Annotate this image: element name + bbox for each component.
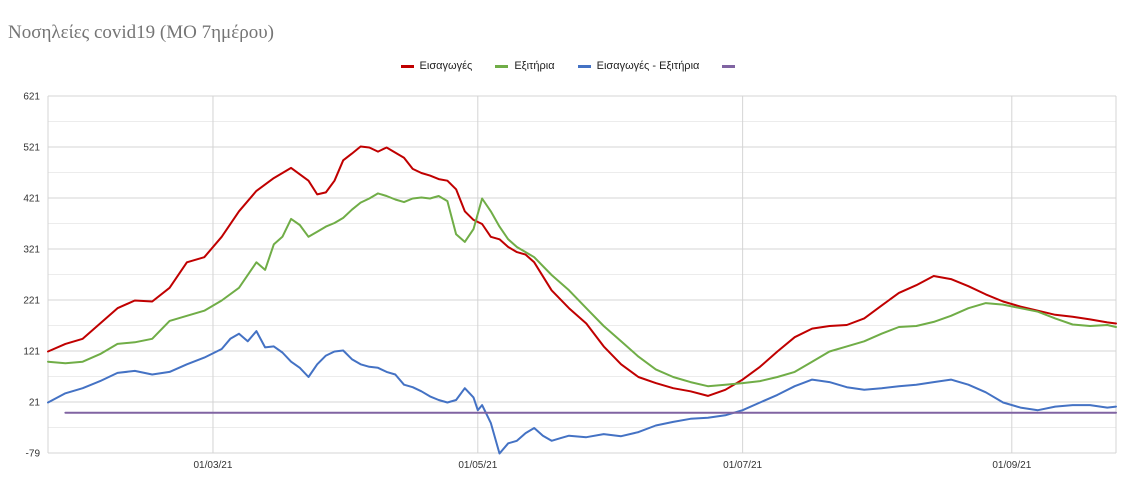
legend-item-admissions: Εισαγωγές bbox=[400, 60, 473, 73]
legend: Εισαγωγές Εξιτήρια Εισαγωγές - Εξιτήρια bbox=[0, 60, 1142, 72]
legend-item-baseline bbox=[722, 60, 741, 72]
y-tick-label: 121 bbox=[23, 347, 40, 358]
chart-title: Νοσηλείες covid19 (ΜΟ 7ημέρου) bbox=[8, 22, 274, 43]
y-tick-label: 521 bbox=[23, 143, 40, 154]
x-tick-label: 01/03/21 bbox=[194, 460, 233, 471]
y-tick-label: 221 bbox=[23, 296, 40, 307]
series-line-net bbox=[47, 330, 1117, 455]
legend-item-net: Εισαγωγές - Εξιτήρια bbox=[577, 60, 700, 73]
legend-label-discharges: Εξιτήρια bbox=[514, 60, 555, 73]
legend-label-net: Εισαγωγές - Εξιτήρια bbox=[596, 60, 700, 73]
y-tick-label: 621 bbox=[23, 92, 40, 103]
gridlines bbox=[47, 95, 1117, 454]
legend-label-admissions: Εισαγωγές bbox=[419, 60, 473, 73]
y-tick-label: 321 bbox=[23, 245, 40, 256]
x-tick-label: 01/07/21 bbox=[723, 460, 762, 471]
y-axis-tick-labels: 621 521 421 321 221 121 21 -79 bbox=[23, 92, 40, 460]
x-tick-label: 01/09/21 bbox=[992, 460, 1031, 471]
y-tick-label: 421 bbox=[23, 194, 40, 205]
legend-swatch-baseline bbox=[722, 64, 736, 68]
legend-swatch-discharges bbox=[495, 64, 509, 68]
x-axis-tick-labels: 01/03/21 01/05/21 01/07/21 01/09/21 bbox=[194, 460, 1032, 471]
series-line-admissions bbox=[47, 145, 1117, 397]
series-line-discharges bbox=[47, 192, 1117, 388]
series-lines bbox=[47, 145, 1117, 455]
legend-swatch-admissions bbox=[400, 64, 414, 68]
legend-swatch-net bbox=[577, 64, 591, 68]
x-tick-label: 01/05/21 bbox=[458, 460, 497, 471]
y-tick-label: -79 bbox=[26, 449, 41, 460]
y-tick-label: 21 bbox=[29, 398, 41, 409]
legend-item-discharges: Εξιτήρια bbox=[495, 60, 555, 73]
